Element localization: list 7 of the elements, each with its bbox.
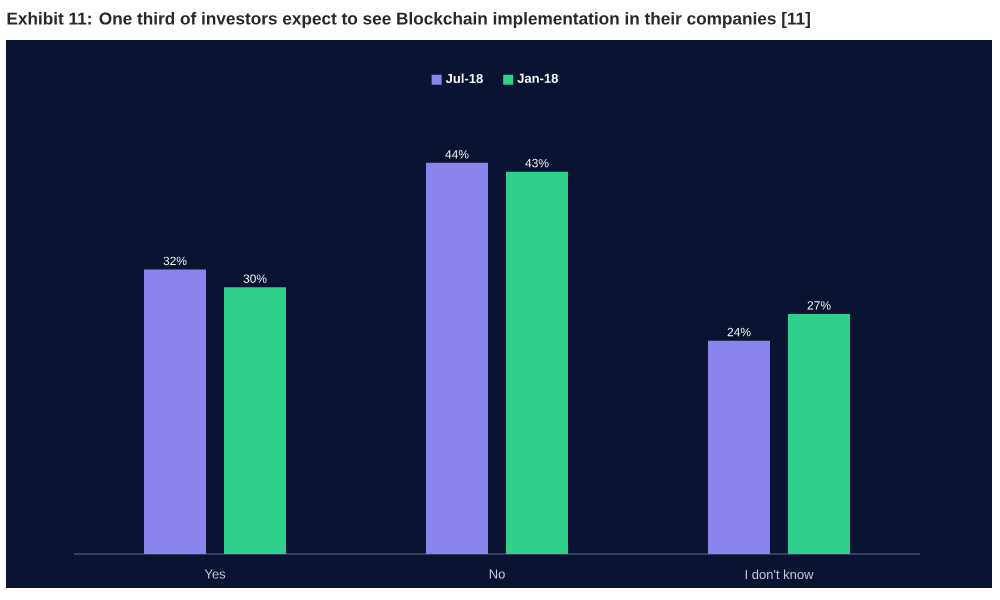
bar (708, 340, 771, 554)
bar (224, 287, 287, 554)
bar (506, 171, 569, 554)
bar (426, 162, 489, 554)
bar (788, 313, 851, 554)
bar (144, 269, 207, 554)
chart-title: Exhibit 11: One third of investors expect to see Blockchain implementation in their companies [11] (7, 11, 810, 29)
